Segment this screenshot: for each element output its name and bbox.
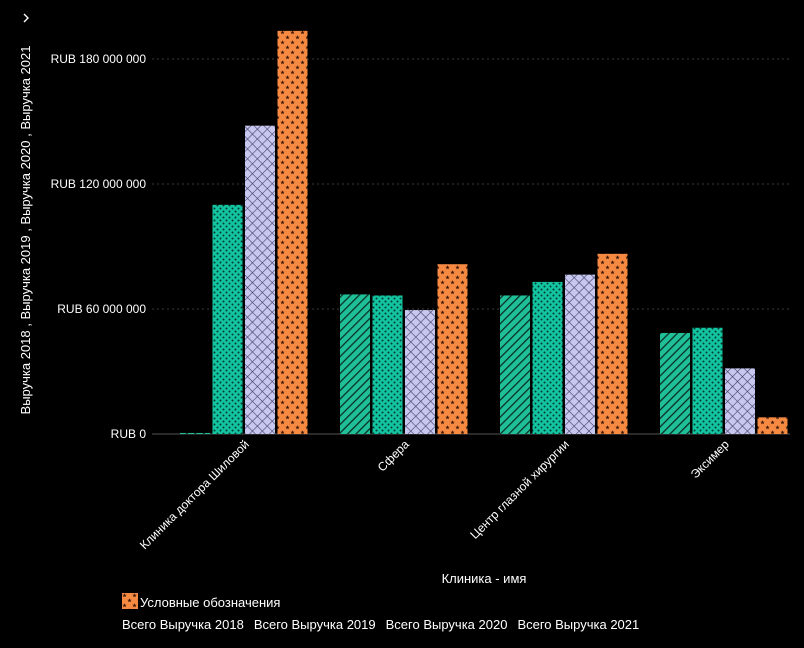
bar-chart: RUB 0 RUB 60 000 000 RUB 120 000 000 RUB 18… [18,13,790,586]
bar[interactable] [500,295,530,434]
legend-title: Условные обозначения [140,594,281,610]
chevron-right-icon[interactable] [23,13,29,23]
legend-label: Всего Выручка 2019 [253,617,376,632]
bar[interactable] [245,125,275,435]
bar[interactable] [725,368,755,434]
legend-items: Всего Выручка 2018 Всего Выручка 2019 Всег… [122,593,762,632]
y-axis-ticks: RUB 0 RUB 60 000 000 RUB 120 000 000 RUB 18… [51,52,147,441]
x-axis-ticks: Клиника доктора Шиловой Сфера Центр глазно… [137,437,732,552]
legend-label: Всего Выручка 2018 [122,617,244,632]
bar[interactable] [692,327,723,434]
y-axis-title: Выручка 2018 , Выручка 2019 , Выручка 20… [18,46,33,415]
x-tick-label: Эксимер [688,437,732,481]
x-tick-label: Сфера [375,437,412,474]
x-axis-title: Клиника - имя [442,571,527,586]
bar[interactable] [405,310,435,434]
legend: ✓ Условные обозначения Всего Выручка 201… [122,593,762,632]
legend-item[interactable]: Всего Выручка 2019 [122,593,376,632]
bar[interactable] [372,295,403,434]
bar[interactable] [757,417,788,434]
bar[interactable] [565,274,595,434]
bar[interactable] [437,264,468,434]
bar[interactable] [660,332,690,434]
x-tick-label: Центр глазной хирургии [467,437,571,541]
legend-item[interactable]: Всего Выручка 2021 [122,593,640,632]
bar[interactable] [532,281,563,434]
legend-item[interactable]: Всего Выручка 2018 [122,593,244,632]
x-tick-label: Клиника доктора Шиловой [137,437,252,552]
bar[interactable] [212,204,243,434]
y-tick-label: RUB 120 000 000 [51,177,147,191]
bar[interactable] [340,294,370,434]
bar[interactable] [180,432,210,434]
legend-label: Всего Выручка 2021 [517,617,640,632]
bar[interactable] [277,30,308,434]
bar[interactable] [597,253,628,434]
legend-toggle[interactable]: ✓ Условные обозначения [122,593,762,611]
y-tick-label: RUB 180 000 000 [51,52,147,66]
y-tick-label: RUB 0 [111,427,147,441]
y-tick-label: RUB 60 000 000 [57,302,146,316]
legend-swatch [122,593,138,609]
legend-label: Всего Выручка 2020 [385,617,508,632]
bars [180,30,788,435]
legend-item[interactable]: Всего Выручка 2020 [122,593,508,632]
